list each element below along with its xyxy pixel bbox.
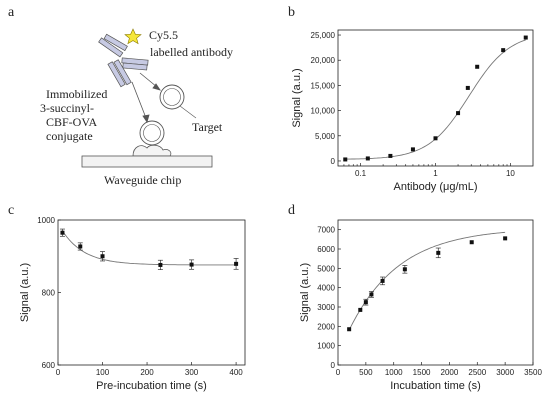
chart-d: 0 500 1000 1500 2000 2500 3000 3500 0 1000 2000 300… xyxy=(299,219,542,392)
data-point xyxy=(388,153,393,158)
waveguide-chip xyxy=(81,155,213,168)
plot-frame xyxy=(337,219,534,366)
data-point xyxy=(363,300,368,305)
data-point xyxy=(343,157,348,162)
y-tick-label: 7000 xyxy=(317,226,335,235)
y-tick-label: 10,000 xyxy=(311,107,336,116)
panel-c: c 0 100 200 300 400 600 800 1000 Pre-incubation … xyxy=(8,203,246,392)
x-tick-label: 0 xyxy=(56,368,61,377)
data-point xyxy=(60,230,65,235)
arrows xyxy=(131,72,161,123)
x-tick-label: 2000 xyxy=(441,368,459,377)
label-immobilized-4: conjugate xyxy=(46,129,93,143)
y-tick-label: 0 xyxy=(331,361,336,370)
y-tick-label: 5000 xyxy=(317,264,335,273)
data-point xyxy=(189,262,194,267)
data-point xyxy=(436,250,441,255)
y-tick-label: 1000 xyxy=(317,342,335,351)
data-point xyxy=(234,261,239,266)
y-tick-label: 5,000 xyxy=(315,132,336,141)
data-point xyxy=(78,244,83,249)
label-chip: Waveguide chip xyxy=(104,173,181,187)
x-tick-label: 100 xyxy=(96,368,110,377)
y-tick-label: 4000 xyxy=(317,284,335,293)
x-tick-label: 1 xyxy=(433,169,438,178)
panel-d: d 0 500 1000 1500 2000 2500 3000 3500 0 1000 2000 3… xyxy=(288,203,542,392)
x-tick-label: 3500 xyxy=(524,368,542,377)
conjugate-icon xyxy=(132,144,172,157)
x-tick-label: 3000 xyxy=(496,368,514,377)
y-tick-label: 600 xyxy=(42,361,56,370)
data-point xyxy=(158,262,163,267)
data-point xyxy=(501,48,506,53)
chart-b: 0.1 1 10 0 5,000 10,000 15,000 20,000 25,000 Anti… xyxy=(291,29,534,193)
x-tick-label: 500 xyxy=(359,368,373,377)
label-immobilized-1: Immobilized xyxy=(46,87,107,101)
x-axis-label: Incubation time (s) xyxy=(390,380,480,392)
data-point xyxy=(365,156,370,161)
panel-a: a xyxy=(8,5,233,187)
y-tick-label: 1000 xyxy=(37,216,55,225)
fit-curve xyxy=(345,39,526,160)
data-point xyxy=(465,85,470,90)
y-tick-label: 6000 xyxy=(317,245,335,254)
fit-curve xyxy=(62,230,237,266)
label-immobilized-3: CBF-OVA xyxy=(46,115,97,129)
panel-letter-a: a xyxy=(8,5,15,20)
antibody-icon xyxy=(98,33,149,88)
data-point xyxy=(433,136,438,141)
y-tick-label: 20,000 xyxy=(311,56,336,65)
label-immobilized-2: 3-succinyl- xyxy=(40,101,94,115)
panel-letter-c: c xyxy=(8,203,14,218)
bound-target-icon xyxy=(139,120,165,146)
y-axis-label: Signal (a.u.) xyxy=(299,263,311,322)
target-leader xyxy=(179,105,197,119)
panel-letter-d: d xyxy=(288,203,295,218)
panel-b: b 0.1 1 10 0 5,000 10,000 15,000 20,000 25,000 An… xyxy=(288,5,534,193)
data-point xyxy=(469,240,474,245)
x-tick-label: 10 xyxy=(506,169,515,178)
x-tick-label: 400 xyxy=(229,368,243,377)
x-tick-label: 0 xyxy=(336,368,341,377)
label-target: Target xyxy=(192,120,223,134)
data-point xyxy=(402,267,407,272)
y-axis-label: Signal (a.u.) xyxy=(291,68,303,127)
data-point xyxy=(456,111,461,116)
y-tick-label: 25,000 xyxy=(311,31,336,40)
data-point xyxy=(475,64,480,69)
data-point xyxy=(503,236,508,241)
fit-curve xyxy=(348,231,506,331)
x-axis-label: Pre-incubation time (s) xyxy=(96,380,207,392)
data-point xyxy=(347,327,352,332)
y-axis-label: Signal (a.u.) xyxy=(19,263,31,322)
panel-letter-b: b xyxy=(288,5,295,20)
chart-c: 0 100 200 300 400 600 800 1000 Pre-incubation ti… xyxy=(19,216,246,392)
label-dye: Cy5.5 xyxy=(149,28,178,42)
y-tick-label: 3000 xyxy=(317,303,335,312)
x-axis-label: Antibody (μg/mL) xyxy=(394,181,478,193)
label-antibody: labelled antibody xyxy=(150,45,233,59)
x-tick-label: 0.1 xyxy=(355,169,367,178)
x-tick-label: 1000 xyxy=(385,368,403,377)
y-tick-label: 0 xyxy=(331,157,336,166)
target-icon xyxy=(159,84,185,110)
y-tick-label: 800 xyxy=(42,289,56,298)
data-point xyxy=(523,35,528,40)
data-point xyxy=(380,278,385,283)
x-tick-label: 2500 xyxy=(468,368,486,377)
data-point xyxy=(369,292,374,297)
x-tick-label: 1500 xyxy=(413,368,431,377)
y-tick-label: 2000 xyxy=(317,322,335,331)
data-point xyxy=(410,147,415,152)
plot-frame xyxy=(57,219,246,366)
x-tick-label: 200 xyxy=(140,368,154,377)
x-tick-label: 300 xyxy=(185,368,199,377)
data-point xyxy=(358,307,363,312)
y-tick-label: 15,000 xyxy=(311,81,336,90)
star-icon xyxy=(124,28,142,45)
data-point xyxy=(100,254,105,259)
